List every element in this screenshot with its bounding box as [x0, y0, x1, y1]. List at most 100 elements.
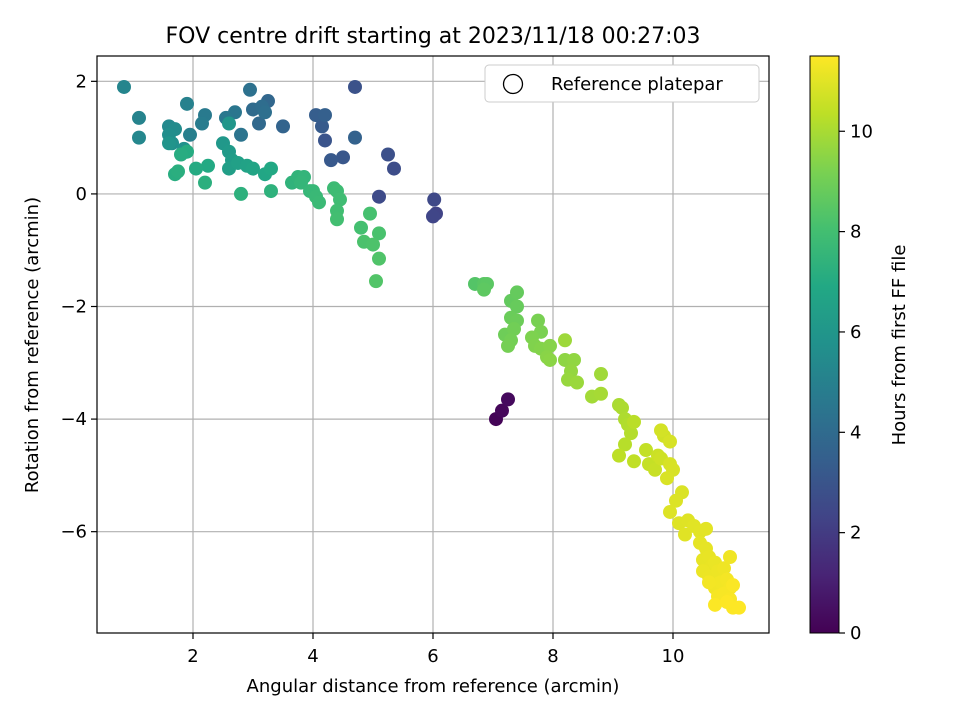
- data-point: [336, 150, 350, 165]
- data-point: [348, 130, 362, 145]
- x-tick-label: 10: [662, 646, 685, 667]
- y-tick-label: −2: [60, 297, 87, 318]
- data-point: [318, 133, 332, 148]
- data-point: [723, 550, 737, 565]
- data-point: [639, 443, 653, 458]
- colorbar-tick-label: 0: [850, 623, 861, 644]
- data-point: [510, 285, 524, 300]
- data-point: [243, 82, 257, 97]
- data-point: [387, 161, 401, 176]
- data-point: [330, 212, 344, 227]
- y-tick-label: −6: [60, 522, 87, 543]
- y-axis-ticks: −6 −4 −2 0 2: [60, 71, 97, 543]
- data-point: [189, 161, 203, 176]
- data-point: [726, 578, 740, 593]
- x-axis-ticks: 2 4 6 8 10: [187, 633, 684, 667]
- data-point: [258, 105, 272, 120]
- data-point: [366, 237, 380, 252]
- data-point: [720, 595, 734, 610]
- data-point: [294, 175, 308, 190]
- data-point: [618, 437, 632, 452]
- colorbar-ticks: 0 2 4 6 8 10: [839, 121, 873, 644]
- data-point: [363, 206, 377, 221]
- data-point: [678, 527, 692, 542]
- data-point: [222, 116, 236, 131]
- data-point: [381, 147, 395, 162]
- data-point: [627, 454, 641, 469]
- data-point: [201, 158, 215, 173]
- data-point: [234, 127, 248, 142]
- plot-area: 2 4 6 8 10 −6 −4 −2 0 2: [60, 55, 770, 667]
- data-point: [594, 386, 608, 401]
- y-axis-label: Rotation from reference (arcmin): [22, 197, 43, 493]
- x-tick-label: 8: [547, 646, 558, 667]
- x-tick-label: 6: [427, 646, 438, 667]
- x-axis-label: Angular distance from reference (arcmin): [247, 676, 620, 697]
- data-point: [654, 423, 668, 438]
- data-point: [246, 161, 260, 176]
- data-point: [708, 597, 722, 612]
- data-point: [717, 561, 731, 576]
- legend-entry: Reference platepar: [551, 74, 723, 95]
- data-point: [372, 226, 386, 241]
- data-point: [264, 161, 278, 176]
- data-point: [117, 79, 131, 94]
- colorbar-tick-label: 10: [850, 121, 873, 142]
- data-point: [531, 313, 545, 328]
- data-point: [543, 338, 557, 353]
- x-tick-label: 4: [307, 646, 318, 667]
- data-point: [315, 119, 329, 134]
- data-point: [369, 274, 383, 289]
- data-point: [660, 471, 674, 486]
- colorbar-tick-label: 4: [850, 422, 861, 443]
- data-point: [264, 184, 278, 199]
- data-point: [507, 322, 521, 337]
- data-point: [174, 147, 188, 162]
- data-point: [501, 338, 515, 353]
- data-point: [372, 251, 386, 266]
- legend-marker-icon: [502, 73, 524, 95]
- data-point: [324, 153, 338, 168]
- colorbar-tick-label: 2: [850, 523, 861, 544]
- data-point: [195, 116, 209, 131]
- data-point: [663, 504, 677, 519]
- data-point: [648, 462, 662, 477]
- colorbar: 0 2 4 6 8 10 Hours from first FF file: [809, 55, 910, 644]
- data-point: [510, 299, 524, 314]
- colorbar-tick-label: 6: [850, 322, 861, 343]
- data-point: [183, 127, 197, 142]
- data-point: [354, 220, 368, 235]
- y-tick-label: 0: [76, 184, 87, 205]
- colorbar-gradient: [809, 55, 840, 634]
- data-point: [333, 192, 347, 207]
- data-point: [624, 426, 638, 441]
- data-point: [372, 189, 386, 204]
- data-point: [702, 575, 716, 590]
- data-point: [171, 164, 185, 179]
- y-tick-label: 2: [76, 71, 87, 92]
- data-point: [234, 186, 248, 201]
- data-point: [627, 414, 641, 429]
- legend: Reference platepar: [484, 64, 760, 103]
- data-point: [669, 493, 683, 508]
- data-point: [732, 600, 746, 615]
- data-point: [495, 403, 509, 418]
- data-point: [477, 282, 491, 297]
- y-tick-label: −4: [60, 409, 87, 430]
- data-point: [558, 333, 572, 348]
- colorbar-label: Hours from first FF file: [889, 245, 910, 446]
- data-point: [570, 375, 584, 390]
- data-point: [426, 209, 440, 224]
- x-tick-label: 2: [187, 646, 198, 667]
- data-point: [501, 392, 515, 407]
- data-point: [663, 434, 677, 449]
- data-point: [427, 192, 442, 207]
- data-point: [567, 352, 581, 367]
- data-points: [117, 79, 746, 615]
- data-point: [594, 367, 608, 382]
- data-point: [132, 110, 146, 125]
- data-point: [312, 195, 326, 210]
- data-point: [612, 448, 626, 463]
- data-point: [252, 116, 266, 131]
- data-point: [318, 108, 332, 123]
